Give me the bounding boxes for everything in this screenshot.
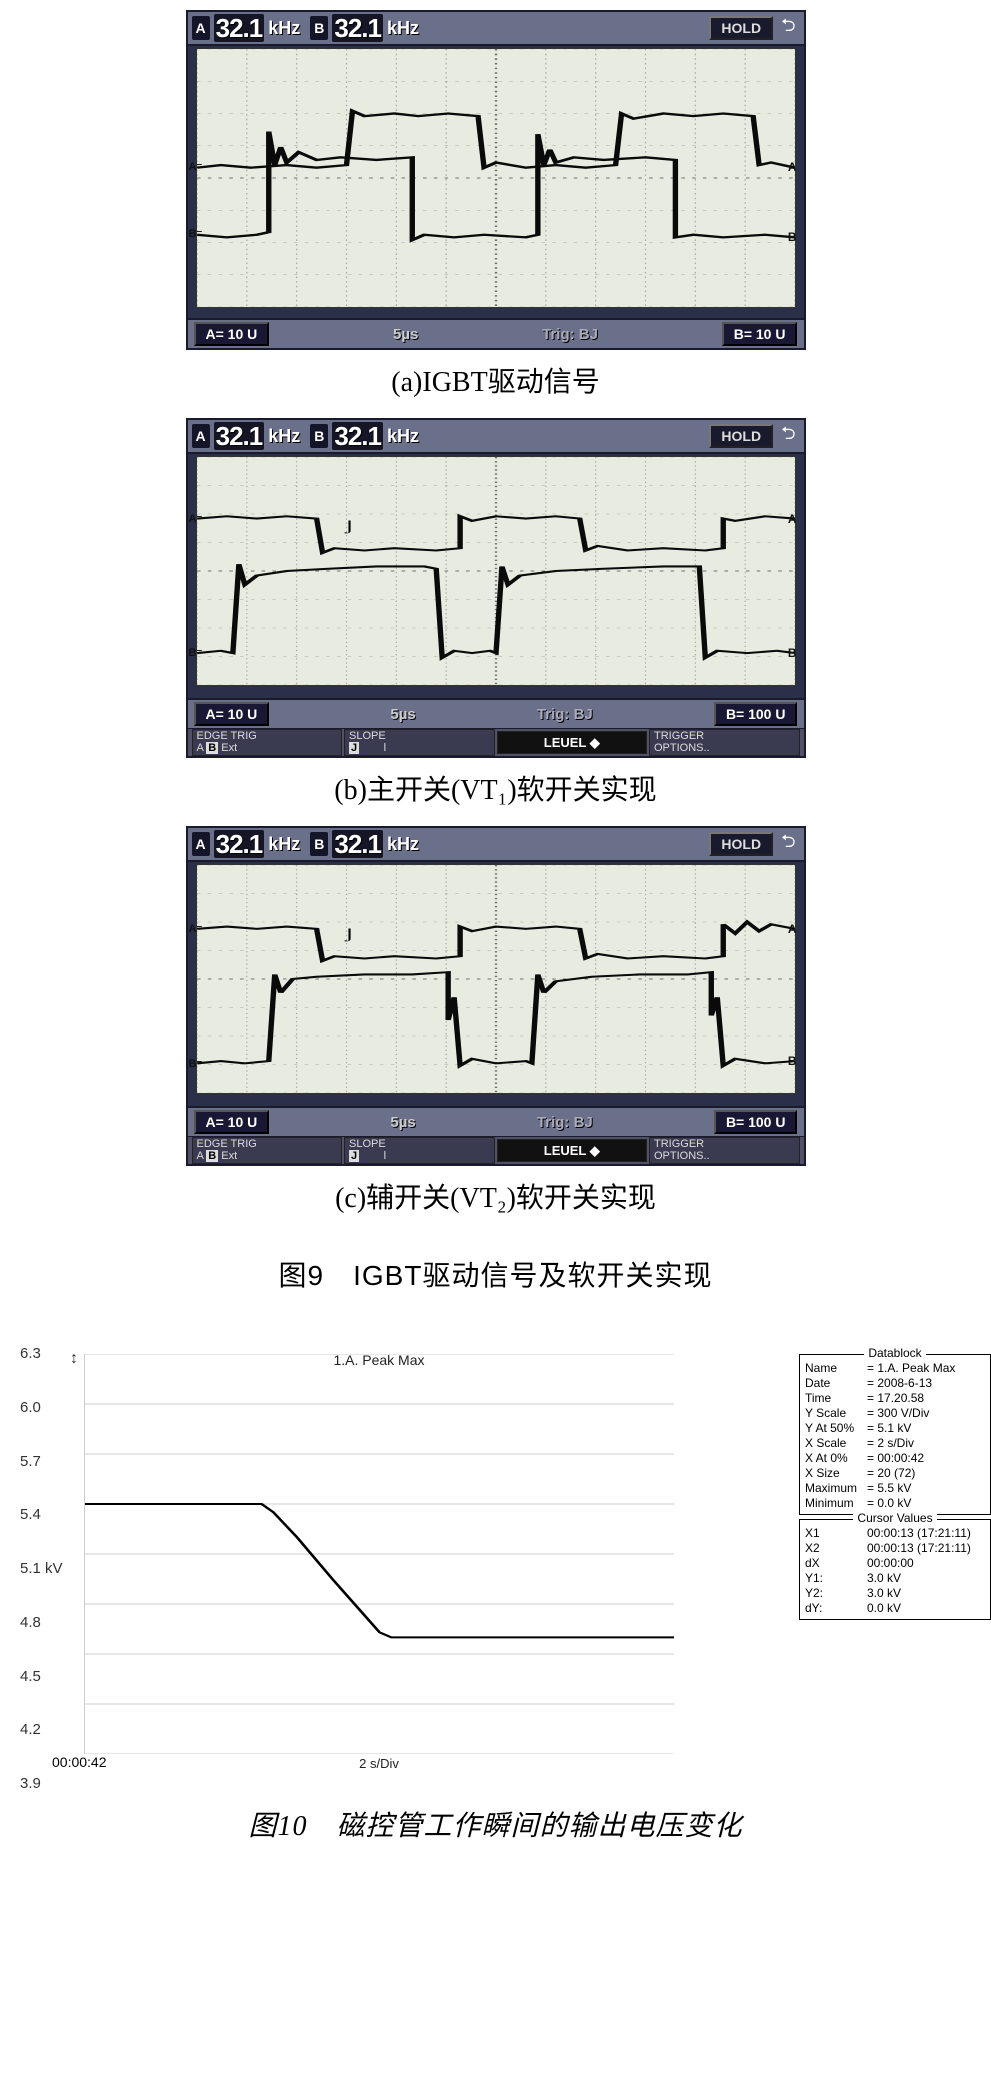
channel-b-freq: 32.1 bbox=[332, 830, 383, 858]
back-arrow-icon: ⮌ bbox=[777, 421, 799, 451]
info-row: Time= 17.20.58 bbox=[805, 1391, 985, 1406]
info-row: X At 0%= 00:00:42 bbox=[805, 1451, 985, 1466]
info-row: dX 00:00:00 bbox=[805, 1556, 985, 1571]
datablock-title: Datablock bbox=[864, 1346, 925, 1360]
info-row: X2 00:00:13 (17:21:11) bbox=[805, 1541, 985, 1556]
fig10-x-label: 2 s/Div bbox=[84, 1756, 674, 1771]
edge-trig-cell[interactable]: EDGE TRIG A B Ext bbox=[192, 1137, 343, 1164]
trigger-options-cell[interactable]: TRIGGER OPTIONS.. bbox=[649, 729, 800, 756]
figure-10-caption: 图10 磁控管工作瞬间的输出电压变化 bbox=[0, 1784, 991, 1884]
channel-b-unit: kHz bbox=[387, 18, 425, 39]
info-row: dY: 0.0 kV bbox=[805, 1601, 985, 1616]
y-tick-label: 5.7 bbox=[20, 1453, 41, 1470]
fig10-y-axis: 6.36.05.75.45.1 kV4.84.54.23.9 bbox=[20, 1354, 80, 1784]
channel-a-label: A bbox=[192, 16, 210, 40]
info-row: Name= 1.A. Peak Max bbox=[805, 1361, 985, 1376]
b-scale-button[interactable]: B= 10 U bbox=[722, 322, 798, 346]
scope-c: A32.1kHzB32.1kHzHOLD⮌⌡ABA⁻B⁻A= 10 U5µsTr… bbox=[186, 826, 806, 1166]
figure-9-caption: 图9 IGBT驱动信号及软开关实现 bbox=[161, 1234, 831, 1334]
hold-badge: HOLD bbox=[709, 16, 773, 40]
info-row: Y Scale= 300 V/Div bbox=[805, 1406, 985, 1421]
channel-a-freq: 32.1 bbox=[214, 422, 265, 450]
channel-b-freq: 32.1 bbox=[332, 422, 383, 450]
y-tick-label: 6.3 bbox=[20, 1345, 41, 1362]
channel-a-freq: 32.1 bbox=[214, 830, 265, 858]
a-scale-button[interactable]: A= 10 U bbox=[194, 702, 270, 726]
b-scale-button[interactable]: B= 100 U bbox=[714, 702, 798, 726]
timebase-label: 5µs bbox=[390, 1114, 415, 1131]
timebase-label: 5µs bbox=[393, 326, 418, 343]
trigger-label: Trig: BJ bbox=[537, 706, 593, 723]
channel-a-unit: kHz bbox=[268, 834, 306, 855]
b-scale-button[interactable]: B= 100 U bbox=[714, 1110, 798, 1134]
trigger-options-cell[interactable]: TRIGGER OPTIONS.. bbox=[649, 1137, 800, 1164]
svg-text:⌡: ⌡ bbox=[340, 928, 358, 942]
scope-a-caption: (a)IGBT驱动信号 bbox=[161, 350, 831, 418]
channel-a-label: A bbox=[192, 424, 210, 448]
edge-trig-cell[interactable]: EDGE TRIG A B Ext bbox=[192, 729, 343, 756]
scope-b-caption: (b)主开关(VT₁)软开关实现 bbox=[161, 758, 831, 826]
fig10-svg bbox=[85, 1354, 674, 1754]
cursor-title: Cursor Values bbox=[853, 1511, 936, 1525]
hold-badge: HOLD bbox=[709, 832, 773, 856]
fig10-plot-area bbox=[84, 1354, 674, 1754]
channel-b-label: B bbox=[310, 424, 328, 448]
info-row: Y2: 3.0 kV bbox=[805, 1586, 985, 1601]
datablock-rows: Name= 1.A. Peak MaxDate= 2008-6-13Time= … bbox=[805, 1361, 985, 1511]
y-tick-label: 5.1 kV bbox=[20, 1560, 63, 1577]
channel-a-unit: kHz bbox=[268, 18, 306, 39]
y-tick-label: 3.9 bbox=[20, 1775, 41, 1792]
y-tick-label: 4.8 bbox=[20, 1614, 41, 1631]
fig10-y-marker: ↕ bbox=[70, 1350, 78, 1368]
info-row: Maximum= 5.5 kV bbox=[805, 1481, 985, 1496]
info-row: Date= 2008-6-13 bbox=[805, 1376, 985, 1391]
y-tick-label: 4.5 bbox=[20, 1668, 41, 1685]
slope-cell[interactable]: SLOPE J l bbox=[344, 1137, 495, 1164]
channel-a-freq: 32.1 bbox=[214, 14, 265, 42]
info-row: Y At 50%= 5.1 kV bbox=[805, 1421, 985, 1436]
level-cell[interactable]: LEUEL ◆ bbox=[497, 1139, 648, 1163]
figure-10: 6.36.05.75.45.1 kV4.84.54.23.9 ↕ 1.A. Pe… bbox=[0, 1334, 991, 1884]
svg-text:⌡: ⌡ bbox=[340, 520, 358, 534]
fig10-datablock: Datablock Name= 1.A. Peak MaxDate= 2008-… bbox=[799, 1354, 991, 1515]
channel-a-label: A bbox=[192, 832, 210, 856]
y-tick-label: 5.4 bbox=[20, 1506, 41, 1523]
hold-badge: HOLD bbox=[709, 424, 773, 448]
channel-b-label: B bbox=[310, 832, 328, 856]
scope-a: A32.1kHzB32.1kHzHOLD⮌ABA⁻B⁻A= 10 U5µsTri… bbox=[186, 10, 806, 350]
info-row: X Size= 20 (72) bbox=[805, 1466, 985, 1481]
back-arrow-icon: ⮌ bbox=[777, 13, 799, 43]
channel-b-unit: kHz bbox=[387, 426, 425, 447]
channel-b-unit: kHz bbox=[387, 834, 425, 855]
cursor-rows: X1 00:00:13 (17:21:11)X2 00:00:13 (17:21… bbox=[805, 1526, 985, 1616]
channel-a-unit: kHz bbox=[268, 426, 306, 447]
info-row: X Scale= 2 s/Div bbox=[805, 1436, 985, 1451]
slope-cell[interactable]: SLOPE J l bbox=[344, 729, 495, 756]
scope-b: A32.1kHzB32.1kHzHOLD⮌⌡ABA⁻B⁻A= 10 U5µsTr… bbox=[186, 418, 806, 758]
level-cell[interactable]: LEUEL ◆ bbox=[497, 731, 648, 755]
info-row: Minimum= 0.0 kV bbox=[805, 1496, 985, 1511]
back-arrow-icon: ⮌ bbox=[777, 829, 799, 859]
channel-b-freq: 32.1 bbox=[332, 14, 383, 42]
channel-b-label: B bbox=[310, 16, 328, 40]
fig10-cursor-values: Cursor Values X1 00:00:13 (17:21:11)X2 0… bbox=[799, 1519, 991, 1620]
info-row: X1 00:00:13 (17:21:11) bbox=[805, 1526, 985, 1541]
a-scale-button[interactable]: A= 10 U bbox=[194, 322, 270, 346]
trigger-label: Trig: BJ bbox=[537, 1114, 593, 1131]
a-scale-button[interactable]: A= 10 U bbox=[194, 1110, 270, 1134]
trigger-label: Trig: BJ bbox=[542, 326, 598, 343]
y-tick-label: 4.2 bbox=[20, 1721, 41, 1738]
figure-9: A32.1kHzB32.1kHzHOLD⮌ABA⁻B⁻A= 10 U5µsTri… bbox=[161, 0, 831, 1334]
timebase-label: 5µs bbox=[390, 706, 415, 723]
scope-c-caption: (c)辅开关(VT₂)软开关实现 bbox=[161, 1166, 831, 1234]
fig10-info-panel: Datablock Name= 1.A. Peak MaxDate= 2008-… bbox=[799, 1354, 991, 1624]
info-row: Y1: 3.0 kV bbox=[805, 1571, 985, 1586]
y-tick-label: 6.0 bbox=[20, 1399, 41, 1416]
